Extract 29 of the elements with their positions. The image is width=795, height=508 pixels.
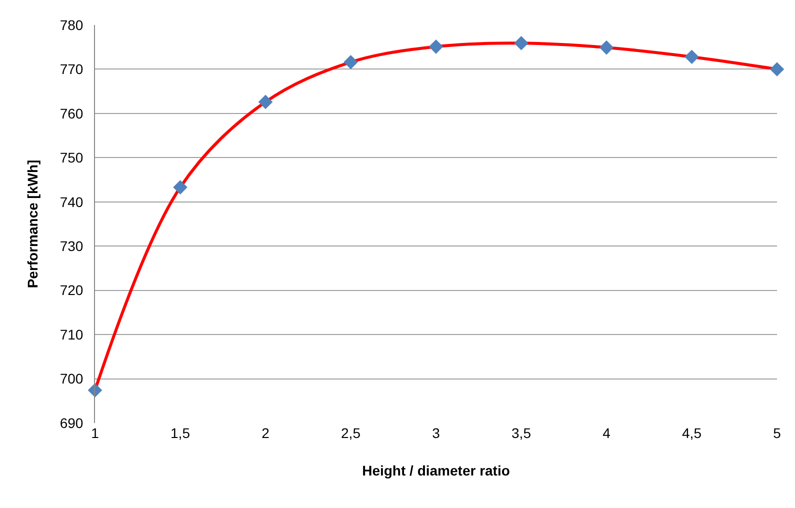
point: [173, 180, 188, 194]
x-tick-label: 2: [262, 425, 270, 441]
y-tick-label: 770: [60, 61, 84, 78]
y-tick-label: 690: [60, 414, 84, 431]
y-tick-label: 710: [60, 326, 84, 342]
x-tick-label: 5: [773, 425, 782, 441]
y-tick-label: 730: [60, 238, 84, 254]
point: [428, 40, 444, 54]
point: [684, 50, 699, 64]
x-tick-label: 4: [602, 425, 611, 441]
y-tick-label: 750: [60, 150, 84, 166]
x-tick-label: 1: [91, 425, 100, 441]
x-axis-title: Height / diameter ratio: [362, 462, 510, 478]
y-axis-title: Performance [kWh]: [24, 160, 40, 288]
y-tick-label: 780: [60, 16, 84, 33]
point: [514, 36, 528, 50]
x-tick-label: 1,5: [170, 425, 190, 441]
point: [599, 40, 614, 55]
x-tick-label: 4,5: [682, 425, 702, 441]
point: [770, 62, 784, 76]
y-tick-label: 700: [60, 370, 84, 387]
x-tick-label: 3,5: [512, 425, 532, 441]
y-tick-label: 760: [60, 105, 84, 122]
point: [344, 55, 358, 70]
y-tick-label: 720: [60, 282, 84, 298]
y-tick-label: 740: [60, 194, 84, 210]
x-tick-label: 3: [432, 425, 440, 441]
point: [258, 94, 273, 110]
x-tick-label: 2,5: [341, 425, 361, 441]
